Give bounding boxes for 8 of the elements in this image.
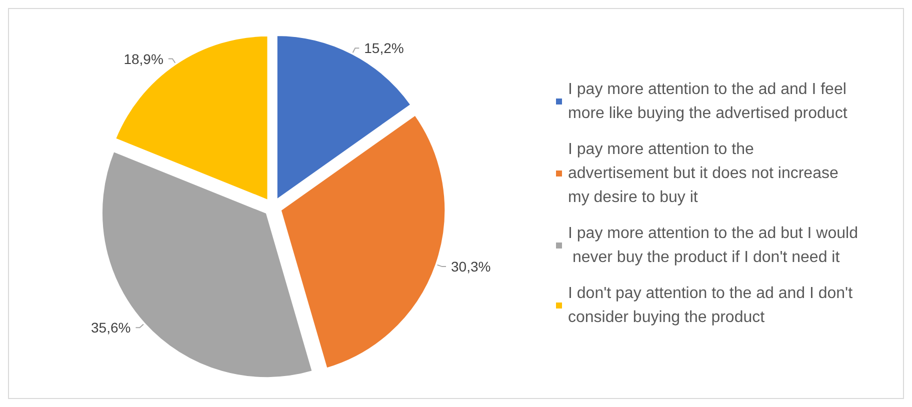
legend-label: I pay more attention to the ad and I feel more like buying the advertised product <box>568 81 851 122</box>
data-label: 18,9% <box>124 50 164 67</box>
data-label: 35,6% <box>91 320 131 336</box>
legend-label: I don't pay attention to the ad and I don't consider buying the product <box>568 285 857 326</box>
legend-label: I pay more attention to the advertisement but it does not increase my desire to buy it <box>568 141 843 206</box>
data-label: 30,3% <box>451 258 491 275</box>
legend-label: I pay more attention to the ad but I would never buy the product if I don't need it <box>568 225 858 266</box>
data-label: 15,2% <box>364 40 404 56</box>
